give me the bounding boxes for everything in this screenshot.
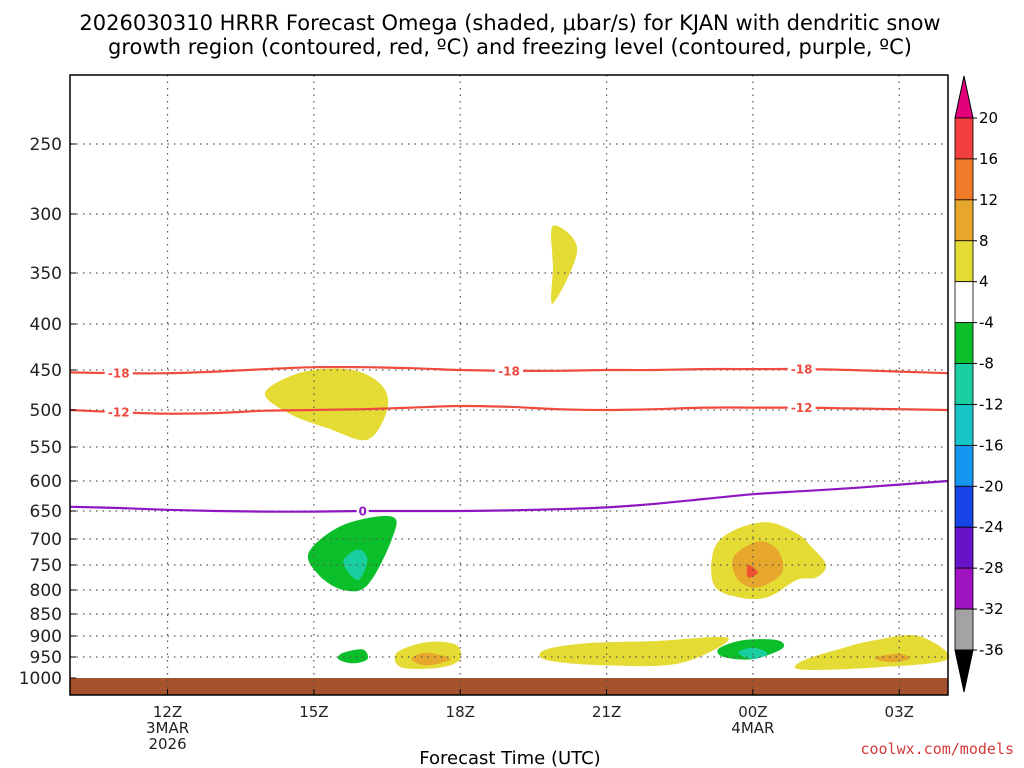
x-tick-label-18-0: 18Z xyxy=(446,703,475,721)
colorbar-bin-8 xyxy=(954,444,974,487)
colorbar-bin-12 xyxy=(954,608,974,651)
dendritic-18-label-bg-0 xyxy=(104,366,133,381)
freezing-level-0-line xyxy=(69,479,949,513)
dendritic-18-label-bg-1 xyxy=(495,363,523,378)
colorbar-bottom-arrow xyxy=(954,649,974,693)
x-tick-label-12-0: 12Z xyxy=(153,703,182,721)
colorbar-label-2: 12 xyxy=(979,191,998,209)
colorbar-label-13: -36 xyxy=(979,641,1004,659)
colorbar-top-arrow xyxy=(954,75,974,119)
dendritic-12-label-bg-0 xyxy=(104,405,133,420)
y-tick-label-450: 450 xyxy=(30,361,62,381)
freezing-level-0-label-bg-0 xyxy=(356,504,369,518)
y-tick-label-300: 300 xyxy=(30,205,62,225)
colorbar-label-10: -24 xyxy=(979,518,1004,536)
dendritic-12-label-1: -12 xyxy=(791,401,813,415)
y-tick-label-250: 250 xyxy=(30,135,62,155)
omega-region-1 xyxy=(264,368,389,441)
x-tick-label-21-0: 21Z xyxy=(592,703,621,721)
colorbar-bin-4 xyxy=(954,281,974,324)
colorbar-bin-7 xyxy=(954,404,974,446)
colorbar-label-1: 16 xyxy=(979,150,998,168)
freezing-level-0-label-0: 0 xyxy=(358,505,366,519)
chart-title-line1: 2026030310 HRRR Forecast Omega (shaded, … xyxy=(79,11,940,35)
x-tick-label-12-2: 2026 xyxy=(148,735,186,753)
pressure-axis: 2503003504004505005506006507007508008509… xyxy=(19,135,76,689)
omega-region-5 xyxy=(732,541,784,588)
colorbar-bin-9 xyxy=(954,485,974,528)
x-tick-label-15-0: 15Z xyxy=(299,703,328,721)
x-axis-label: Forecast Time (UTC) xyxy=(419,748,600,768)
contour-lines: -18 -18 -18 -12 -12 0 xyxy=(69,362,949,519)
omega-region-10 xyxy=(539,636,729,667)
y-tick-label-800: 800 xyxy=(30,581,62,601)
dendritic-18-label-0: -18 xyxy=(108,367,130,381)
colorbar-bin-6 xyxy=(954,363,974,405)
omega-region-14 xyxy=(874,653,910,663)
omega-region-3 xyxy=(343,549,368,581)
y-tick-label-750: 750 xyxy=(30,556,62,576)
dendritic-18-label-1: -18 xyxy=(498,364,520,378)
omega-region-6 xyxy=(746,564,758,578)
omega-region-9 xyxy=(411,652,451,666)
y-tick-label-400: 400 xyxy=(30,315,62,335)
colorbar-label-5: -4 xyxy=(979,314,994,332)
colorbar-label-8: -16 xyxy=(979,436,1004,454)
y-tick-label-850: 850 xyxy=(30,605,62,625)
omega-region-0 xyxy=(551,225,578,304)
colorbar-label-12: -32 xyxy=(979,600,1004,618)
y-tick-label-350: 350 xyxy=(30,264,62,284)
colorbar-label-6: -8 xyxy=(979,355,994,373)
dendritic-18-label-2: -18 xyxy=(791,363,813,377)
grid-lines xyxy=(70,75,948,695)
x-tick-label-24-1: 4MAR xyxy=(731,719,774,737)
omega-shaded-regions xyxy=(264,225,950,670)
y-tick-label-1000: 1000 xyxy=(19,669,62,689)
colorbar-bin-3 xyxy=(954,240,974,283)
colorbar-label-7: -12 xyxy=(979,395,1004,413)
chart-title-line2: growth region (contoured, red, ºC) and f… xyxy=(108,35,912,59)
colorbar-label-9: -20 xyxy=(979,477,1004,495)
y-tick-label-600: 600 xyxy=(30,472,62,492)
y-tick-label-700: 700 xyxy=(30,530,62,550)
colorbar-bin-5 xyxy=(954,322,974,364)
colorbar-bin-11 xyxy=(954,567,974,610)
y-tick-label-950: 950 xyxy=(30,648,62,668)
y-tick-label-650: 650 xyxy=(30,502,62,522)
omega-region-13 xyxy=(794,635,950,670)
colorbar-label-11: -28 xyxy=(979,559,1004,577)
dendritic-12-label-0: -12 xyxy=(108,406,130,420)
dendritic-18-label-bg-2 xyxy=(787,362,816,377)
source-credit: coolwx.com/models xyxy=(860,740,1014,758)
colorbar-bin-0 xyxy=(954,117,974,160)
plot-frame xyxy=(69,74,949,696)
omega-colorbar: 20 16 12 8 4 -4 -8 -12 -16 -20 -24 -28 -32 -36 xyxy=(954,75,1004,693)
colorbar-label-0: 20 xyxy=(979,109,998,127)
omega-region-12 xyxy=(738,647,768,660)
x-tick-label-24-0: 00Z xyxy=(738,703,767,721)
colorbar-label-4: 4 xyxy=(979,273,989,291)
colorbar-bin-10 xyxy=(954,526,974,569)
y-tick-label-500: 500 xyxy=(30,401,62,421)
x-tick-label-27-0: 03Z xyxy=(885,703,914,721)
dendritic-12-label-bg-1 xyxy=(787,400,816,415)
y-tick-label-550: 550 xyxy=(30,438,62,458)
dendritic-12-line xyxy=(69,404,949,415)
colorbar-bin-1 xyxy=(954,158,974,201)
colorbar-label-3: 8 xyxy=(979,232,989,250)
ground-fill xyxy=(70,678,948,695)
x-tick-label-12-1: 3MAR xyxy=(146,719,189,737)
y-tick-label-900: 900 xyxy=(30,627,62,647)
omega-region-7 xyxy=(337,649,369,664)
colorbar-bin-2 xyxy=(954,199,974,242)
